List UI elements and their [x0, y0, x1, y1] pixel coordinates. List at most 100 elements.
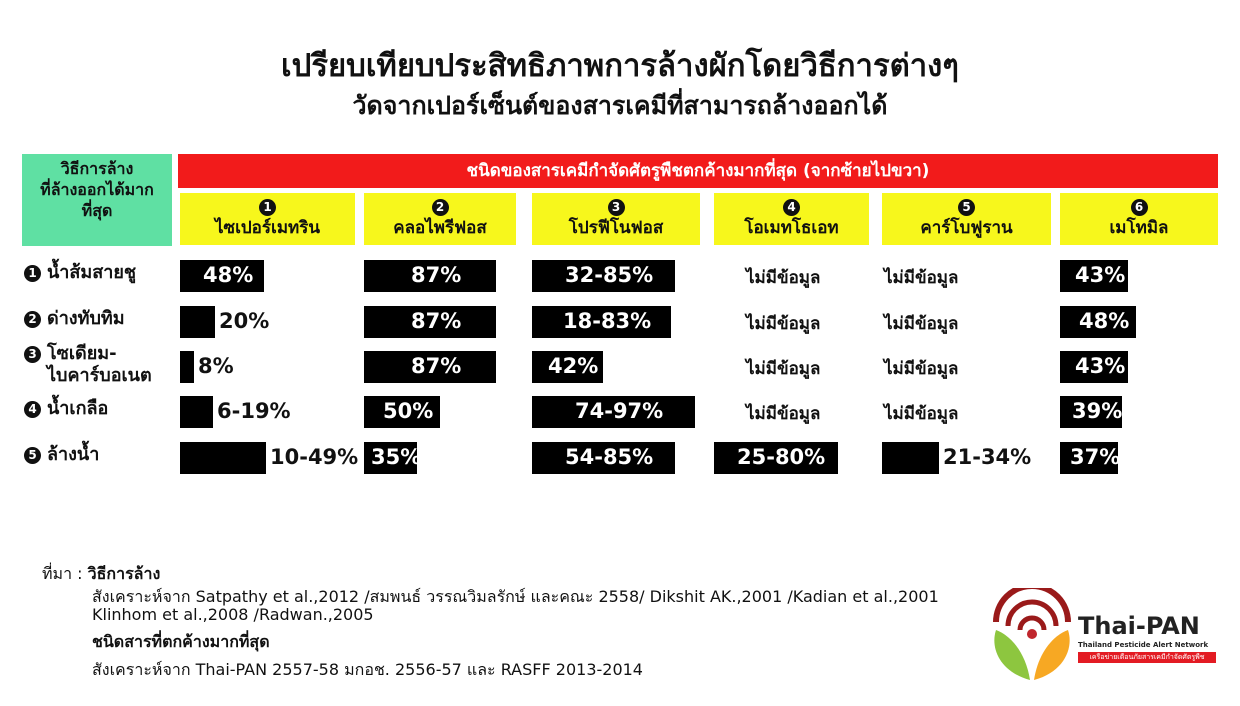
method-row-label: 3 โซเดียม- ไบคาร์บอเนต	[24, 343, 152, 387]
value-bar	[532, 396, 695, 428]
method-row-label: 5 ล้างน้ำ	[24, 444, 99, 466]
value-label: 74-97%	[575, 399, 664, 423]
value-label: 25-80%	[737, 445, 826, 469]
chemical-header-1: 1 ไซเปอร์เมทริน	[180, 193, 355, 245]
method-header-line: วิธีการล้าง	[60, 159, 134, 178]
source-chem-line: สังเคราะห์จาก Thai-PAN 2557-58 มกอช. 255…	[92, 660, 643, 679]
value-bar	[180, 260, 264, 292]
chemical-number: 2	[431, 199, 449, 216]
chemical-header-2: 2 คลอไพรีฟอส	[364, 193, 516, 245]
method-name: ด่างทับทิม	[47, 308, 125, 329]
no-data-cell: ไม่มีข้อมูล	[884, 268, 959, 288]
value-bar	[1060, 260, 1128, 292]
chemical-number: 5	[958, 199, 975, 216]
chemical-number: 1	[259, 199, 276, 216]
no-data-cell: ไม่มีข้อมูล	[746, 404, 821, 424]
value-label: 43%	[1075, 354, 1126, 378]
value-bar	[364, 351, 496, 383]
value-label: 87%	[411, 263, 462, 287]
value-bar	[532, 260, 675, 292]
value-label: 43%	[1075, 263, 1126, 287]
method-number: 5	[24, 447, 41, 464]
no-data-cell: ไม่มีข้อมูล	[884, 404, 959, 424]
value-bar	[1060, 306, 1136, 338]
source-method-line1: สังเคราะห์จาก Satpathy et al.,2012 /สมพน…	[92, 587, 939, 606]
no-data-cell: ไม่มีข้อมูล	[884, 359, 959, 379]
value-label: 48%	[203, 263, 254, 287]
value-bar	[364, 442, 417, 474]
value-label: 20%	[219, 309, 270, 333]
chart-title: เปรียบเทียบประสิทธิภาพการล้างผักโดยวิธีก…	[281, 48, 959, 84]
method-number: 2	[24, 311, 41, 328]
chemical-name: เมโทมิล	[1109, 218, 1169, 238]
no-data-cell: ไม่มีข้อมูล	[884, 314, 959, 334]
value-bar	[180, 351, 194, 383]
value-bar	[1060, 351, 1128, 383]
source-prefix: ที่มา :	[42, 564, 83, 583]
value-bar	[180, 306, 215, 338]
method-row-label: 4 น้ำเกลือ	[24, 398, 108, 420]
value-label: 54-85%	[565, 445, 654, 469]
chemical-number: 3	[607, 199, 625, 216]
method-column-header: วิธีการล้าง ที่ล้างออกได้มาก ที่สุด	[22, 154, 172, 246]
value-bar	[532, 351, 603, 383]
method-header-line: ที่ล้างออกได้มาก	[40, 180, 154, 199]
value-bar	[364, 306, 496, 338]
chemical-number: 4	[783, 199, 800, 216]
value-label: 18-83%	[563, 309, 652, 333]
thai-pan-logo-icon	[993, 588, 1071, 680]
value-label: 87%	[411, 309, 462, 333]
value-label: 21-34%	[943, 445, 1032, 469]
source-chem-title: ชนิดสารที่ตกค้างมากที่สุด	[92, 632, 270, 651]
chemical-name: คาร์โบฟูราน	[920, 218, 1013, 238]
source-method-line2: Klinhom et al.,2008 /Radwan.,2005	[92, 605, 374, 624]
logo-name: Thai-PAN	[1078, 612, 1200, 640]
method-name: น้ำเกลือ	[47, 398, 109, 419]
value-label: 48%	[1079, 309, 1130, 333]
value-bar	[882, 442, 939, 474]
value-label: 42%	[548, 354, 599, 378]
value-bar	[532, 306, 671, 338]
value-label: 87%	[411, 354, 462, 378]
logo-thai-tagline: เครือข่ายเตือนภัยสารเคมีกำจัดศัตรูพืช	[1078, 652, 1216, 663]
value-label: 32-85%	[565, 263, 654, 287]
chart-subtitle: วัดจากเปอร์เซ็นต์ของสารเคมีที่สามารถล้าง…	[352, 91, 888, 120]
chemical-name: ไซเปอร์เมทริน	[214, 218, 320, 238]
value-label: 50%	[383, 399, 434, 423]
no-data-cell: ไม่มีข้อมูล	[746, 268, 821, 288]
chemical-number: 6	[1130, 199, 1148, 216]
source-method-title: วิธีการล้าง	[87, 564, 161, 583]
value-bar	[364, 396, 440, 428]
method-name: ไบคาร์บอเนต	[47, 365, 152, 386]
method-number: 1	[24, 265, 41, 282]
no-data-cell: ไม่มีข้อมูล	[746, 314, 821, 334]
chemical-header-4: 4 โอเมทโธเอท	[714, 193, 869, 245]
value-bar	[180, 396, 213, 428]
value-bar	[364, 260, 496, 292]
chemical-name: โอเมทโธเอท	[744, 218, 839, 238]
value-label: 37%	[1070, 445, 1121, 469]
method-name: โซเดียม-	[47, 343, 117, 364]
chemical-name: โปรฟีโนฟอส	[568, 218, 664, 238]
value-bar	[1060, 442, 1118, 474]
chemical-header-5: 5 คาร์โบฟูราน	[882, 193, 1051, 245]
chemical-header-6: 6 เมโทมิล	[1060, 193, 1218, 245]
value-label: 10-49%	[270, 445, 359, 469]
value-bar	[180, 442, 266, 474]
method-number: 4	[24, 401, 41, 418]
method-name: น้ำส้มสายชู	[47, 262, 137, 283]
method-number: 3	[24, 346, 41, 363]
method-row-label: 1 น้ำส้มสายชู	[24, 262, 136, 284]
logo-tagline: Thailand Pesticide Alert Network	[1078, 641, 1209, 649]
value-label: 39%	[1072, 399, 1123, 423]
value-bar	[1060, 396, 1122, 428]
chemical-group-header: ชนิดของสารเคมีกำจัดศัตรูพืชตกค้างมากที่ส…	[178, 154, 1218, 188]
value-label: 8%	[198, 354, 234, 378]
no-data-cell: ไม่มีข้อมูล	[746, 359, 821, 379]
value-bar	[714, 442, 838, 474]
value-label: 6-19%	[217, 399, 291, 423]
method-header-line: ที่สุด	[81, 201, 113, 220]
value-bar	[532, 442, 675, 474]
method-row-label: 2 ด่างทับทิม	[24, 308, 125, 330]
method-name: ล้างน้ำ	[47, 444, 100, 465]
